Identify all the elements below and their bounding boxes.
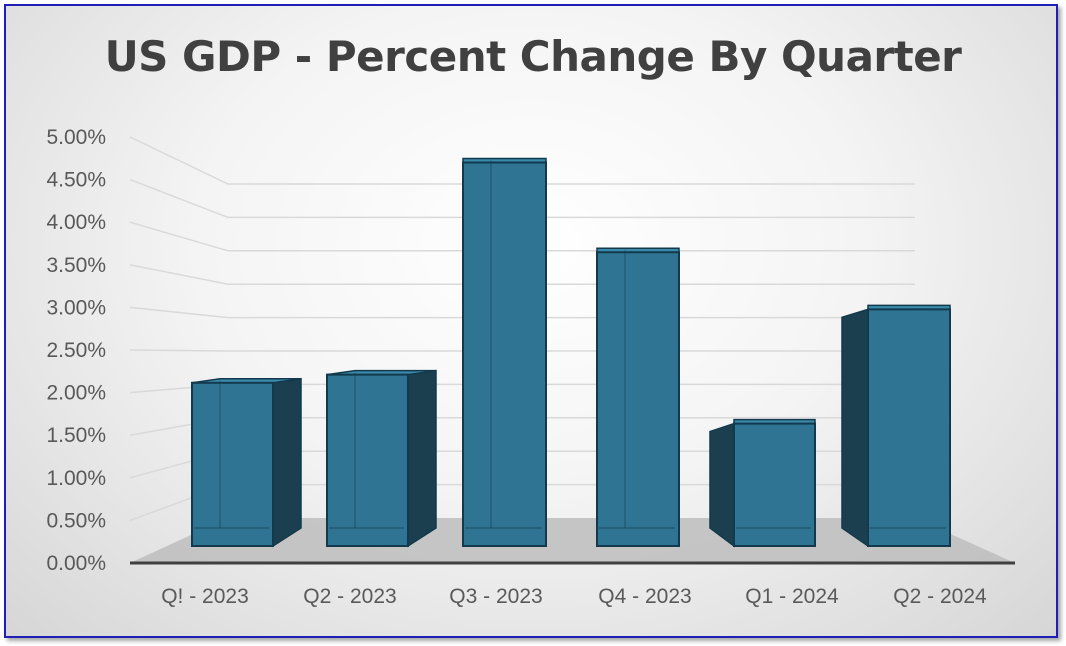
y-tick-label: 3.00% [46, 296, 106, 319]
gridline [129, 221, 915, 252]
bar-front-face [326, 373, 409, 548]
chart-title: US GDP - Percent Change By Quarter [104, 32, 962, 81]
x-tick-label: Q4 - 2023 [598, 585, 691, 608]
bar-side-face [407, 369, 437, 548]
y-tick-label: 1.00% [46, 467, 106, 490]
x-tick-label: Q2 - 2024 [893, 585, 987, 608]
bar-front-face [733, 422, 816, 548]
bar [709, 418, 816, 548]
bar [191, 377, 302, 548]
y-tick-label: 2.00% [46, 382, 106, 405]
bar [841, 304, 951, 548]
bar [462, 157, 547, 547]
gridline [129, 306, 915, 319]
y-tick-label: 4.50% [46, 169, 106, 192]
bar-side-face [709, 422, 735, 548]
bar-front-face [462, 161, 547, 547]
y-tick-label: 0.50% [46, 509, 106, 532]
bar [596, 247, 680, 548]
y-tick-label: 1.50% [46, 424, 106, 447]
x-tick-label: Q! - 2023 [161, 585, 249, 608]
gridline [129, 349, 915, 352]
bar-front-face [191, 381, 274, 547]
gridline [129, 178, 915, 219]
y-tick-label: 3.50% [46, 254, 106, 277]
y-tick-label: 2.50% [46, 339, 106, 362]
x-tick-label: Q3 - 2023 [449, 585, 542, 608]
y-tick-label: 0.00% [46, 552, 106, 575]
gridline [129, 264, 915, 285]
gridline [129, 136, 915, 185]
bar-side-face [841, 308, 869, 548]
y-tick-label: 4.00% [46, 211, 106, 234]
y-tick-label: 5.00% [46, 126, 106, 149]
bar-front-face [867, 308, 951, 547]
bar-side-face [272, 377, 302, 548]
x-tick-label: Q2 - 2023 [303, 585, 396, 608]
bar-front-face [596, 251, 680, 548]
bar [326, 369, 437, 548]
x-tick-label: Q1 - 2024 [745, 585, 839, 608]
